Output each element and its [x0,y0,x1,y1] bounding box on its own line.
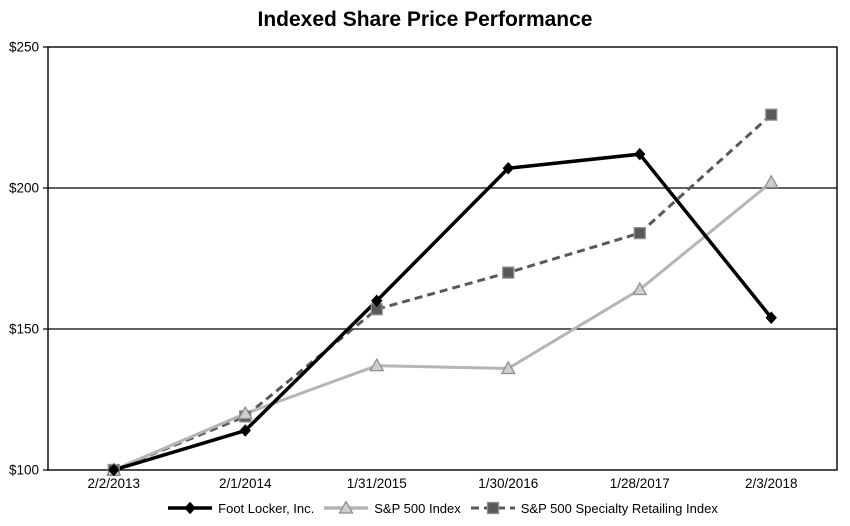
legend-swatch-square-icon [470,501,515,515]
y-tick-label-100: $100 [9,463,39,478]
x-tick-label-4: 1/28/2017 [610,476,670,491]
legend-item-s-p-500-specialty-retailing-index: S&P 500 Specialty Retailing Index [470,501,718,516]
series-line-s-p-500-index [113,181,773,472]
y-tick-label-250: $250 [9,40,39,55]
y-tick-label-200: $200 [9,181,39,196]
x-tick-label-5: 2/3/2018 [745,476,798,491]
marker-foot-locker-inc-4 [634,147,646,161]
series-line-foot-locker-inc [113,152,773,472]
marker-foot-locker-inc-0 [108,463,120,477]
marker-foot-locker-inc-2 [371,294,383,308]
marker-foot-locker-inc-5 [765,311,777,324]
legend-swatch-triangle-icon [324,501,369,514]
legend-marker-square-icon [486,501,499,515]
series-line-s-p-500-specialty-retailing-index [113,113,773,472]
legend-swatch-diamond-icon [168,501,213,515]
legend-label-s-p-500-index: S&P 500 Index [374,500,461,516]
legend-marker-triangle-icon [338,501,354,514]
chart-title: Indexed Share Price Performance [257,8,593,31]
marker-s-p-500-specialty-retailing-index-5 [765,108,778,121]
marker-s-p-500-index-1 [237,405,253,420]
marker-s-p-500-index-2 [369,357,385,372]
marker-s-p-500-index-4 [632,281,648,296]
marker-foot-locker-inc-3 [502,162,514,175]
legend-label-s-p-500-specialty-retailing-index: S&P 500 Specialty Retailing Index [520,500,718,516]
plot-border [47,46,838,471]
marker-s-p-500-specialty-retailing-index-3 [502,266,515,279]
x-tick-label-3: 1/30/2016 [478,476,538,491]
legend-label-foot-locker-inc: Foot Locker, Inc. [218,500,315,516]
x-tick-label-0: 2/2/2013 [87,476,140,491]
x-tick-label-1: 2/1/2014 [219,476,272,491]
legend-marker-diamond-icon [184,501,196,515]
y-tick-label-150: $150 [9,322,39,337]
marker-s-p-500-index-3 [500,360,516,375]
legend-item-foot-locker-inc: Foot Locker, Inc. [167,501,314,516]
marker-foot-locker-inc-1 [239,424,251,437]
x-tick-label-2: 1/31/2015 [347,476,407,491]
legend-item-s-p-500-index: S&P 500 Index [323,501,461,516]
marker-s-p-500-specialty-retailing-index-4 [633,226,646,240]
chart-legend: Foot Locker, Inc. S&P 500 Index S&P 500 Sp… [48,497,837,519]
marker-s-p-500-index-5 [763,174,779,189]
